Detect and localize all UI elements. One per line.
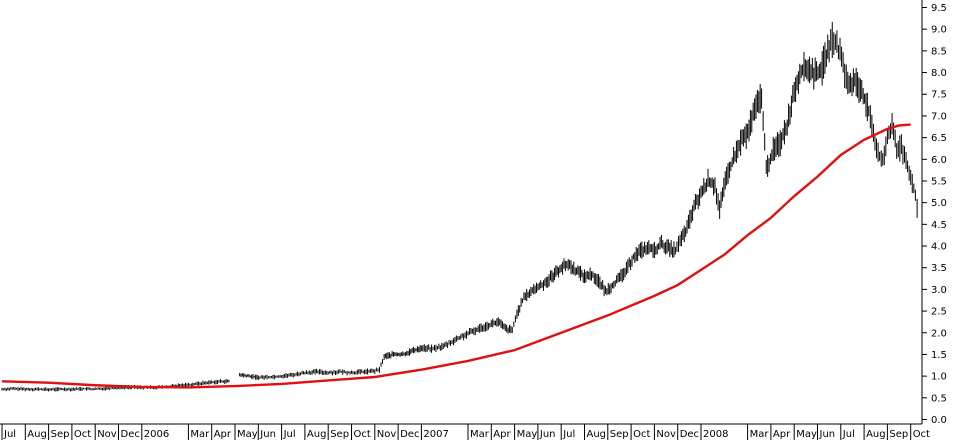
y-tick-label: 8.5	[931, 46, 947, 57]
x-tick-label: May	[796, 429, 817, 440]
x-tick-label: May	[517, 429, 538, 440]
y-tick-label: 2.5	[931, 307, 947, 318]
x-tick-label: Dec	[680, 429, 699, 440]
x-tick-label: Nov	[97, 429, 117, 440]
x-tick-label: Nov	[656, 429, 676, 440]
x-tick-label: Jun	[539, 429, 556, 440]
plot-background	[0, 0, 922, 424]
y-tick-label: 4.5	[931, 220, 947, 231]
y-tick-label: 8.0	[931, 68, 947, 79]
y-tick-label: 3.5	[931, 263, 947, 274]
x-tick-label: Aug	[866, 429, 886, 440]
y-tick-label: 5.5	[931, 176, 947, 187]
moving-average-line	[1, 123, 911, 389]
x-tick-label: Oct	[633, 429, 650, 440]
x-tick-label: Sep	[610, 429, 629, 440]
x-tick-label: Oct	[913, 429, 930, 440]
x-tick-label: Aug	[27, 429, 47, 440]
x-tick-label: 2006	[144, 429, 169, 440]
y-tick-label: 0.0	[931, 415, 947, 426]
x-tick-label: Jun	[259, 429, 276, 440]
x-tick-label: Nov	[377, 429, 397, 440]
x-tick-label: Apr	[214, 429, 232, 440]
y-tick-label: 6.5	[931, 133, 947, 144]
y-tick-label: 4.0	[931, 242, 947, 253]
x-tick-label: Jul	[283, 429, 296, 440]
x-tick-label: Aug	[307, 429, 327, 440]
x-tick-label: Mar	[470, 429, 490, 440]
x-tick-label: Apr	[773, 429, 791, 440]
x-tick-label: Dec	[121, 429, 140, 440]
x-tick-label: Sep	[330, 429, 349, 440]
price-bars-series	[1, 21, 918, 392]
x-tick-label: Apr	[493, 429, 511, 440]
y-tick-label: 9.5	[931, 3, 947, 14]
x-tick-label: Mar	[190, 429, 210, 440]
x-tick-label: Sep	[51, 429, 70, 440]
x-tick-label: Mar	[750, 429, 770, 440]
x-tick-label: Oct	[354, 429, 371, 440]
x-tick-label: May	[237, 429, 258, 440]
x-tick-label: Aug	[587, 429, 607, 440]
y-tick-label: 5.0	[931, 198, 947, 209]
y-tick-label: 3.0	[931, 285, 947, 296]
y-tick-label: 9.0	[931, 25, 947, 36]
y-tick-label: 7.0	[931, 111, 947, 122]
x-tick-label: Jun	[819, 429, 836, 440]
x-tick-label: 2007	[423, 429, 448, 440]
y-axis-ticks: 0.0 0.5 1.0 1.5 2.0 2.5 3.0 3.5 4.0 4.5 5.0 5.5 6.0 6…	[922, 3, 947, 426]
y-tick-label: 0.5	[931, 393, 947, 404]
x-tick-label: Dec	[400, 429, 419, 440]
y-tick-label: 2.0	[931, 328, 947, 339]
x-tick-label: Jul	[842, 429, 855, 440]
y-tick-label: 1.5	[931, 350, 947, 361]
x-tick-label: Sep	[889, 429, 908, 440]
y-tick-label: 1.0	[931, 372, 947, 383]
x-tick-label: Oct	[74, 429, 91, 440]
y-tick-label: 7.5	[931, 90, 947, 101]
x-tick-label: Jul	[562, 429, 575, 440]
x-axis-ticks: Jul Aug Sep Oct Nov Dec 2006 Mar Apr May Jun Jul Aug…	[1, 424, 930, 440]
y-tick-label: 6.0	[931, 155, 947, 166]
x-tick-label: Jul	[3, 429, 16, 440]
x-tick-label: 2008	[703, 429, 728, 440]
